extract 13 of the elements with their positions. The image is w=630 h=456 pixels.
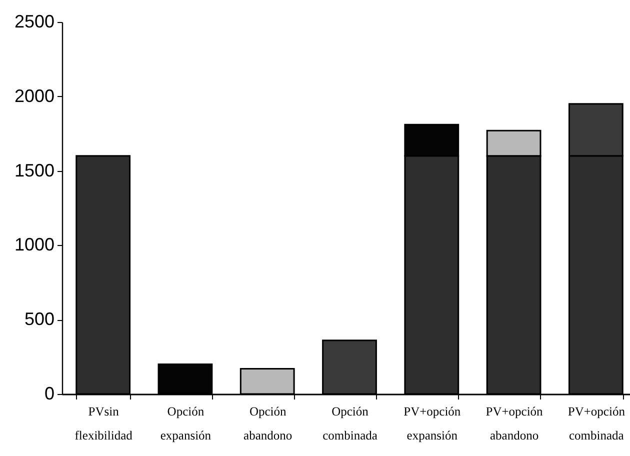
y-tick-label: 500 (24, 309, 54, 330)
x-tick-label: PVsin flexibilidad (74, 404, 134, 442)
x-tick-label: PV+opción combinada (568, 404, 626, 442)
y-tick-label: 0 (44, 384, 54, 404)
y-tick-label: 2500 (14, 12, 54, 32)
x-tick-label: Opción combinada (322, 404, 378, 442)
x-tick-label: PV+opción expansión (404, 404, 462, 442)
y-tick-label: 1500 (14, 160, 54, 180)
y-tick-label: 1000 (14, 234, 54, 255)
x-tick-label: PV+opción abandono (486, 404, 544, 442)
x-tick-label: Opción expansión (160, 404, 212, 442)
x-tick-label: Opción abandono (244, 404, 292, 442)
y-tick-label: 2000 (14, 86, 54, 106)
